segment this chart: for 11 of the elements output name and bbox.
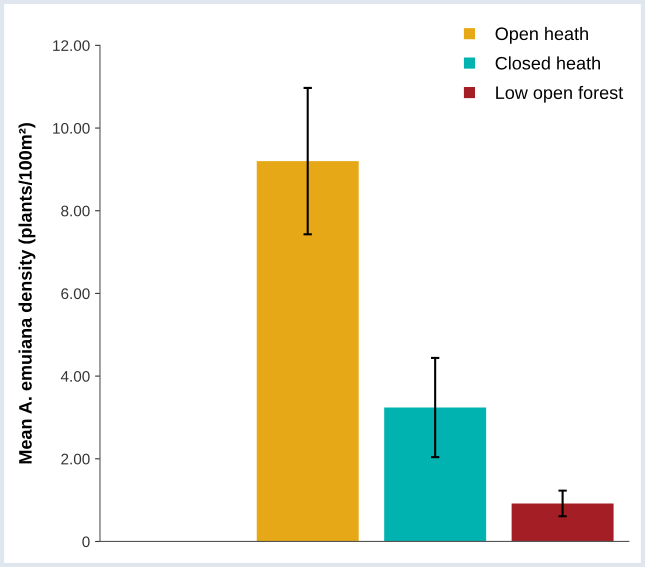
y-tick-label: 12.00 xyxy=(53,40,90,52)
y-tick-label: 0 xyxy=(82,536,90,548)
y-tick-label: 4.00 xyxy=(60,370,90,382)
legend-label: Open heath xyxy=(496,26,588,44)
y-tick-label: 6.00 xyxy=(61,288,90,300)
legend-label: Low open forest xyxy=(496,86,624,103)
y-axis-title: Mean A. emuiana density (plants/100m²) xyxy=(18,123,36,464)
y-tick-label: 10.00 xyxy=(53,122,90,134)
y-tick-label: 2.00 xyxy=(61,454,90,464)
legend-label: Closed heath xyxy=(496,56,600,70)
y-tick-label: 8.00 xyxy=(61,206,90,216)
